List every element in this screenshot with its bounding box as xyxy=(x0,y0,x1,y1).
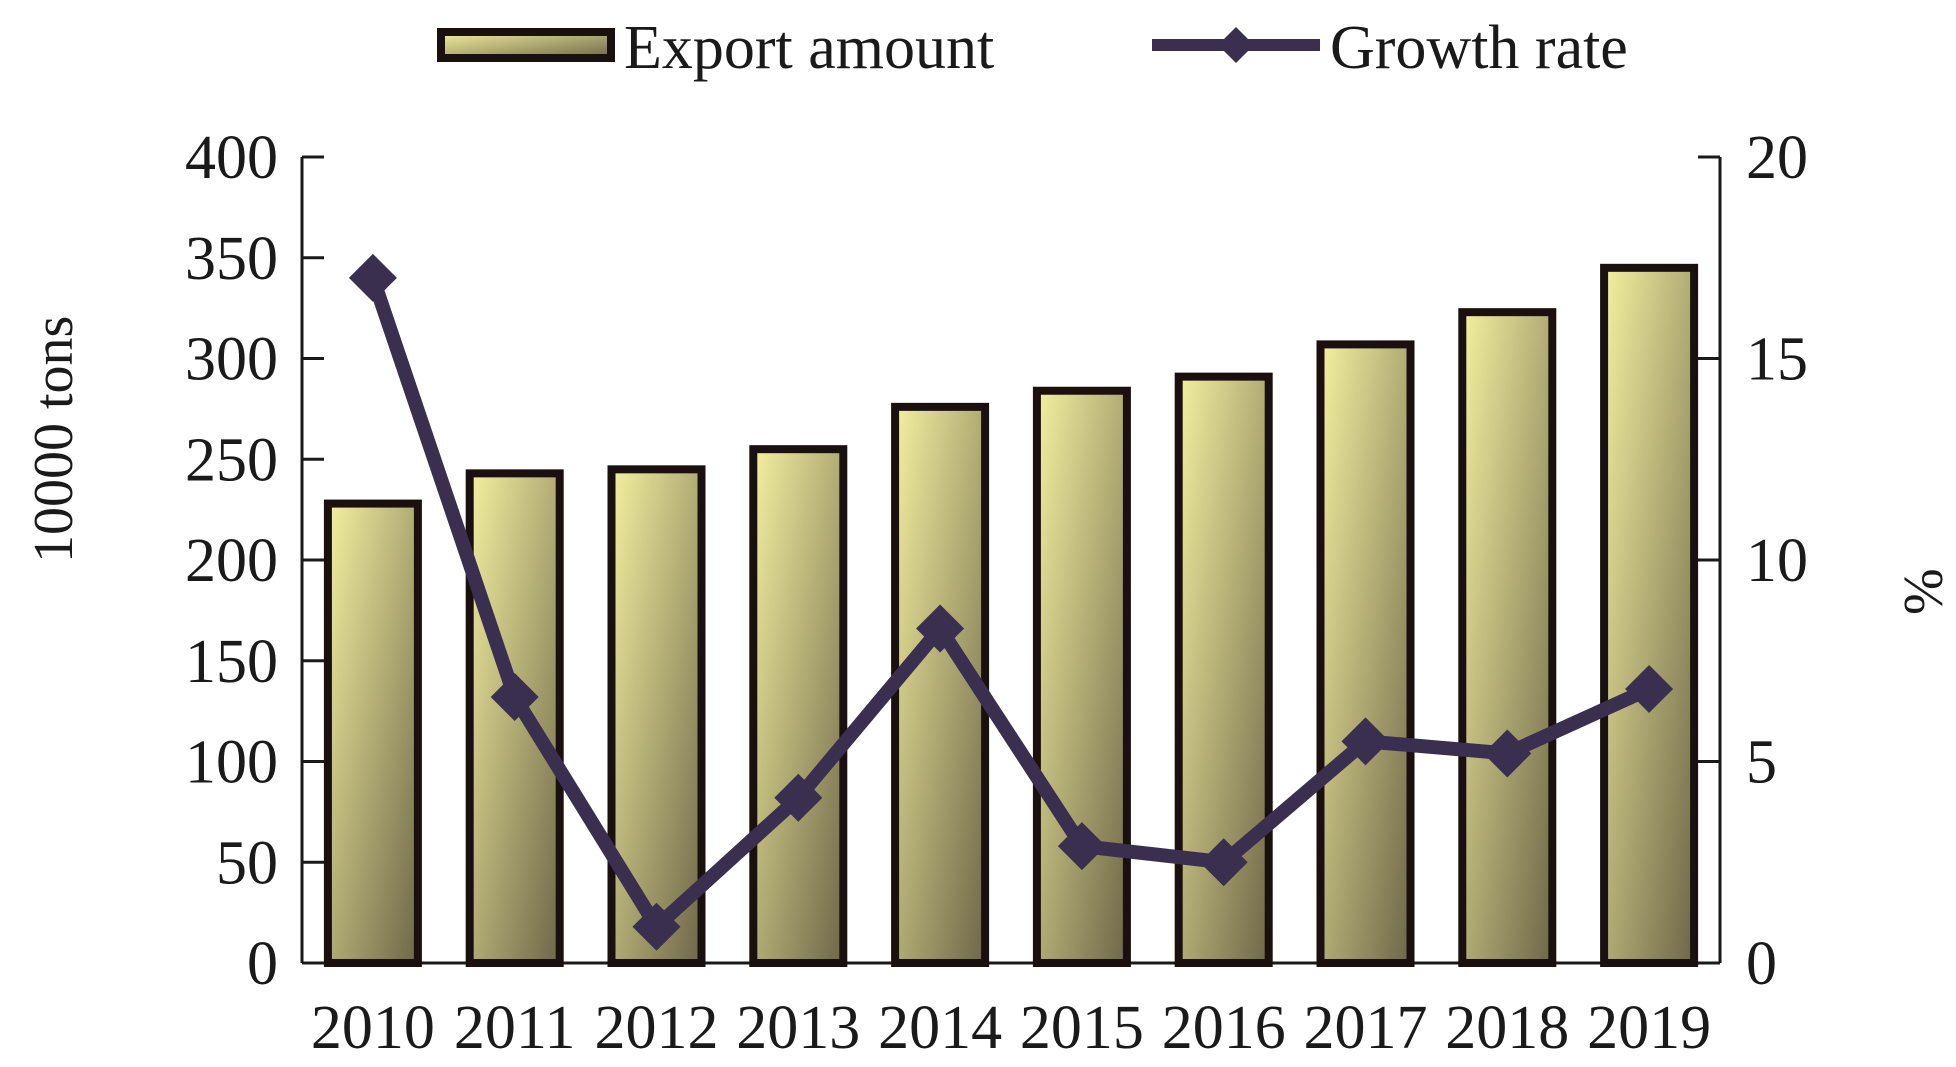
growth-point-2015 xyxy=(1057,822,1106,871)
growth-point-2014 xyxy=(916,604,965,653)
x-tick-label: 2010 xyxy=(311,994,435,1062)
x-tick-label: 2017 xyxy=(1304,994,1428,1062)
y2-axis-ticks: 0 5 10 15 20 xyxy=(1698,124,1808,998)
y-tick-label: 200 xyxy=(185,527,278,595)
y-tick-label: 50 xyxy=(216,829,278,897)
y2-tick-label: 10 xyxy=(1746,527,1808,595)
y2-axis-title: % xyxy=(1893,568,1955,615)
bar-2013 xyxy=(749,445,848,967)
y-tick-label: 0 xyxy=(247,930,278,998)
y2-tick-label: 0 xyxy=(1746,930,1777,998)
x-tick-label: 2016 xyxy=(1162,994,1286,1062)
y-tick-label: 400 xyxy=(185,124,278,192)
growth-point-2010 xyxy=(348,253,397,302)
x-tick-label: 2012 xyxy=(595,994,719,1062)
x-tick-label: 2015 xyxy=(1020,994,1144,1062)
bar-2012 xyxy=(607,465,706,967)
growth-point-2017 xyxy=(1341,717,1390,766)
y-tick-label: 300 xyxy=(185,326,278,394)
x-tick-label: 2018 xyxy=(1445,994,1569,1062)
x-axis-ticks: 2010 2011 2012 2013 2014 2015 2016 2017 2018 2019 xyxy=(311,994,1711,1062)
legend-label-export-amount: Export amount xyxy=(624,14,994,82)
x-tick-label: 2014 xyxy=(878,994,1002,1062)
bar-series-export-amount xyxy=(323,263,1699,967)
x-tick-label: 2019 xyxy=(1587,994,1711,1062)
y2-tick-label: 20 xyxy=(1746,124,1808,192)
x-tick-label: 2013 xyxy=(736,994,860,1062)
growth-point-2019 xyxy=(1625,664,1674,713)
y2-tick-label: 15 xyxy=(1746,326,1808,394)
x-tick-label: 2011 xyxy=(454,994,576,1062)
growth-point-2013 xyxy=(774,773,823,822)
y-tick-label: 250 xyxy=(185,426,278,494)
growth-rate-line xyxy=(366,275,1652,934)
bar-2015 xyxy=(1032,386,1131,967)
y-tick-label: 100 xyxy=(185,729,278,797)
bar-2017 xyxy=(1316,340,1415,967)
bar-2010 xyxy=(323,499,422,967)
y-axis-title: 10000 tons xyxy=(23,316,85,563)
bar-2019 xyxy=(1600,263,1699,967)
growth-point-2016 xyxy=(1199,838,1248,887)
legend-marker-growth-rate xyxy=(1218,27,1254,63)
y-tick-label: 350 xyxy=(185,225,278,293)
y-axis-ticks: 0 50 100 150 200 250 300 350 400 xyxy=(185,124,324,998)
legend-swatch-export-amount xyxy=(437,28,615,62)
growth-point-2012 xyxy=(632,902,681,951)
legend-label-growth-rate: Growth rate xyxy=(1330,14,1628,82)
growth-point-2011 xyxy=(490,673,539,722)
y-tick-label: 150 xyxy=(185,628,278,696)
growth-point-2018 xyxy=(1483,729,1532,778)
y2-tick-label: 5 xyxy=(1746,729,1777,797)
line-series-growth-rate xyxy=(348,253,1674,951)
bar-2018 xyxy=(1458,308,1557,967)
legend: Export amount Growth rate xyxy=(437,14,1628,82)
